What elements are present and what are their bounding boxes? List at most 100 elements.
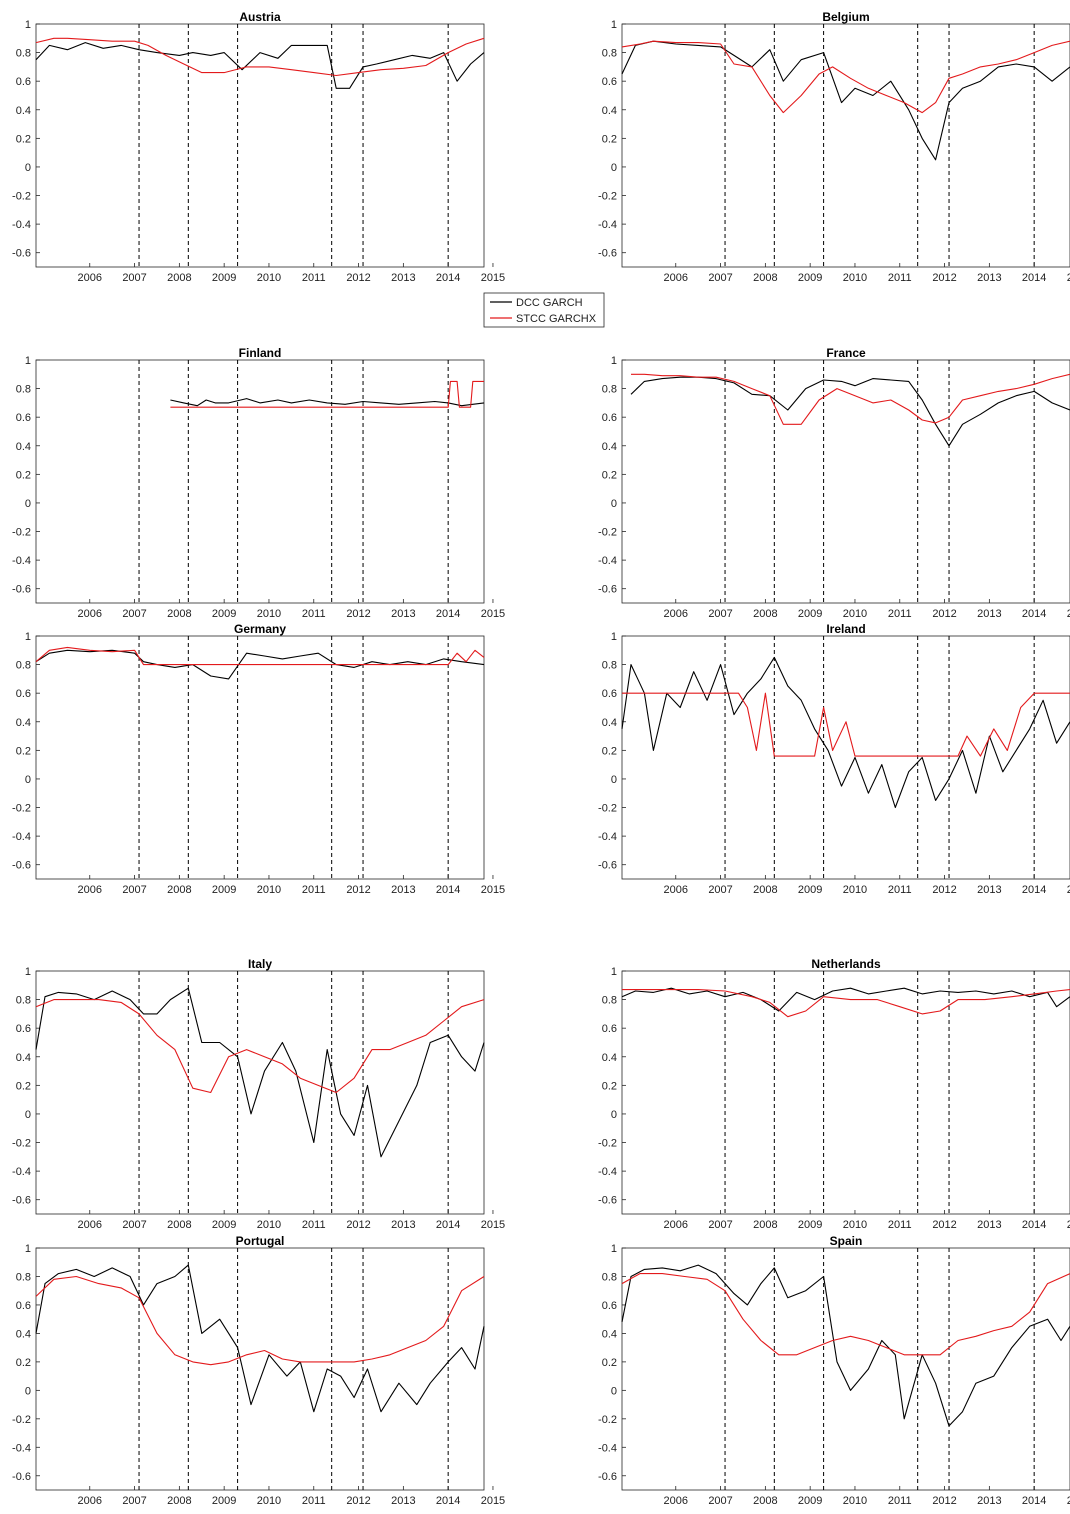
series-dcc-garch	[170, 398, 485, 407]
y-tick-label: 0.6	[602, 688, 617, 700]
x-tick-label: 2014	[1022, 272, 1046, 284]
series-stcc-garchx	[170, 380, 484, 408]
plot-area	[621, 970, 1070, 1215]
x-tick-label: 2014	[436, 608, 460, 620]
y-tick-label: 0	[611, 1109, 617, 1121]
x-tick-label: 2010	[843, 272, 867, 284]
x-tick-label: 2013	[391, 1495, 415, 1507]
series-stcc-garchx	[35, 1275, 485, 1366]
y-tick-label: -0.6	[12, 860, 31, 872]
x-tick-label: 2011	[888, 608, 912, 620]
y-tick-label: -0.2	[598, 191, 617, 203]
x-tick-label: 2015	[481, 1219, 505, 1231]
x-tick-label: 2007	[122, 884, 146, 896]
y-tick-label: -0.4	[12, 555, 31, 567]
y-tick-label: 1	[25, 19, 31, 31]
x-tick-label: 2009	[798, 1495, 822, 1507]
x-tick-label: 2014	[436, 1495, 460, 1507]
y-tick-label: -0.2	[598, 527, 617, 539]
legend: DCC GARCH STCC GARCHX	[483, 292, 605, 328]
y-tick-label: 1	[611, 631, 617, 643]
x-tick-label: 2006	[664, 1495, 688, 1507]
y-tick-label: 0.4	[602, 1052, 617, 1064]
y-tick-label: 0.4	[16, 441, 31, 453]
x-tick-label: 2014	[1022, 1495, 1046, 1507]
x-tick-label: 2008	[753, 608, 777, 620]
x-tick-label: 2010	[257, 1219, 281, 1231]
x-tick-label: 2010	[843, 1219, 867, 1231]
y-tick-label: 0.6	[16, 1023, 31, 1035]
x-tick-label: 2014	[436, 272, 460, 284]
y-tick-label: -0.2	[598, 803, 617, 815]
y-tick-label: 0.8	[16, 384, 31, 396]
y-tick-label: 0.4	[16, 1052, 31, 1064]
x-tick-label: 2006	[664, 272, 688, 284]
panel-spain: -0.6 -0.4 -0.2 0 0.2 0.4 0.6 0.8 1 2006 2007 2008 20…	[598, 1234, 1070, 1507]
y-tick-label: 1	[25, 966, 31, 978]
y-tick-label: 1	[25, 355, 31, 367]
y-tick-label: 0.4	[16, 105, 31, 117]
y-tick-label: -0.2	[12, 527, 31, 539]
x-tick-label: 2011	[888, 1219, 912, 1231]
x-tick-label: 2014	[436, 884, 460, 896]
y-tick-label: 0.8	[16, 1271, 31, 1283]
x-tick-label: 2009	[212, 608, 236, 620]
x-tick-label: 2007	[708, 1495, 732, 1507]
y-tick-label: 0.6	[16, 688, 31, 700]
x-tick-label: 2011	[302, 1219, 326, 1231]
x-tick-label: 2015	[1067, 272, 1070, 284]
y-tick-label: 0.8	[16, 48, 31, 60]
x-tick-label: 2011	[888, 272, 912, 284]
x-tick-label: 2008	[753, 1219, 777, 1231]
y-tick-label: 0.8	[16, 995, 31, 1007]
plot-area	[35, 970, 485, 1215]
x-tick-label: 2014	[1022, 608, 1046, 620]
panel-title: Ireland	[826, 622, 865, 636]
y-tick-label: 0.8	[602, 48, 617, 60]
y-tick-label: 0.2	[602, 1080, 617, 1092]
y-tick-label: 0.4	[602, 1328, 617, 1340]
x-tick-label: 2008	[753, 1495, 777, 1507]
panels-group: -0.6 -0.4 -0.2 0 0.2 0.4 0.6 0.8 1 2006 2007 2008 20…	[12, 10, 1070, 1507]
x-tick-label: 2007	[708, 272, 732, 284]
y-tick-label: 0.2	[16, 745, 31, 757]
y-tick-label: 0	[611, 162, 617, 174]
y-tick-label: -0.2	[12, 1414, 31, 1426]
x-tick-label: 2013	[391, 1219, 415, 1231]
y-tick-label: 1	[611, 1243, 617, 1255]
x-tick-label: 2009	[212, 884, 236, 896]
y-tick-label: -0.4	[598, 831, 617, 843]
x-tick-label: 2008	[167, 1495, 191, 1507]
plot-area	[35, 23, 485, 268]
y-tick-label: 0.6	[16, 1300, 31, 1312]
series-dcc-garch	[35, 649, 485, 680]
plot-area	[35, 1247, 485, 1491]
panel-france: -0.6 -0.4 -0.2 0 0.2 0.4 0.6 0.8 1 2006 2007 2008 20…	[598, 346, 1070, 620]
x-tick-label: 2007	[122, 1495, 146, 1507]
plot-area	[35, 359, 485, 604]
x-tick-label: 2006	[78, 272, 102, 284]
x-tick-label: 2009	[212, 1495, 236, 1507]
x-tick-label: 2008	[753, 884, 777, 896]
x-tick-label: 2006	[78, 608, 102, 620]
legend-label-stcc: STCC GARCHX	[516, 313, 597, 325]
series-dcc-garch	[621, 40, 1070, 161]
series-stcc-garchx	[35, 999, 485, 1094]
y-tick-label: -0.4	[598, 555, 617, 567]
x-tick-label: 2013	[977, 1495, 1001, 1507]
panel-netherlands: -0.6 -0.4 -0.2 0 0.2 0.4 0.6 0.8 1 2006 2007 2008 20…	[598, 957, 1070, 1231]
y-tick-label: 0.2	[16, 1080, 31, 1092]
panel-ireland: -0.6 -0.4 -0.2 0 0.2 0.4 0.6 0.8 1 2006 2007 2008 20…	[598, 622, 1070, 896]
x-tick-label: 2008	[167, 884, 191, 896]
x-tick-label: 2013	[977, 884, 1001, 896]
x-tick-label: 2015	[1067, 1219, 1070, 1231]
series-stcc-garchx	[35, 646, 485, 666]
y-tick-label: -0.2	[12, 803, 31, 815]
series-dcc-garch	[621, 656, 1070, 809]
x-tick-label: 2012	[346, 884, 370, 896]
x-tick-label: 2007	[708, 1219, 732, 1231]
x-tick-label: 2012	[932, 608, 956, 620]
y-tick-label: 0.2	[602, 1357, 617, 1369]
y-tick-label: -0.4	[12, 219, 31, 231]
